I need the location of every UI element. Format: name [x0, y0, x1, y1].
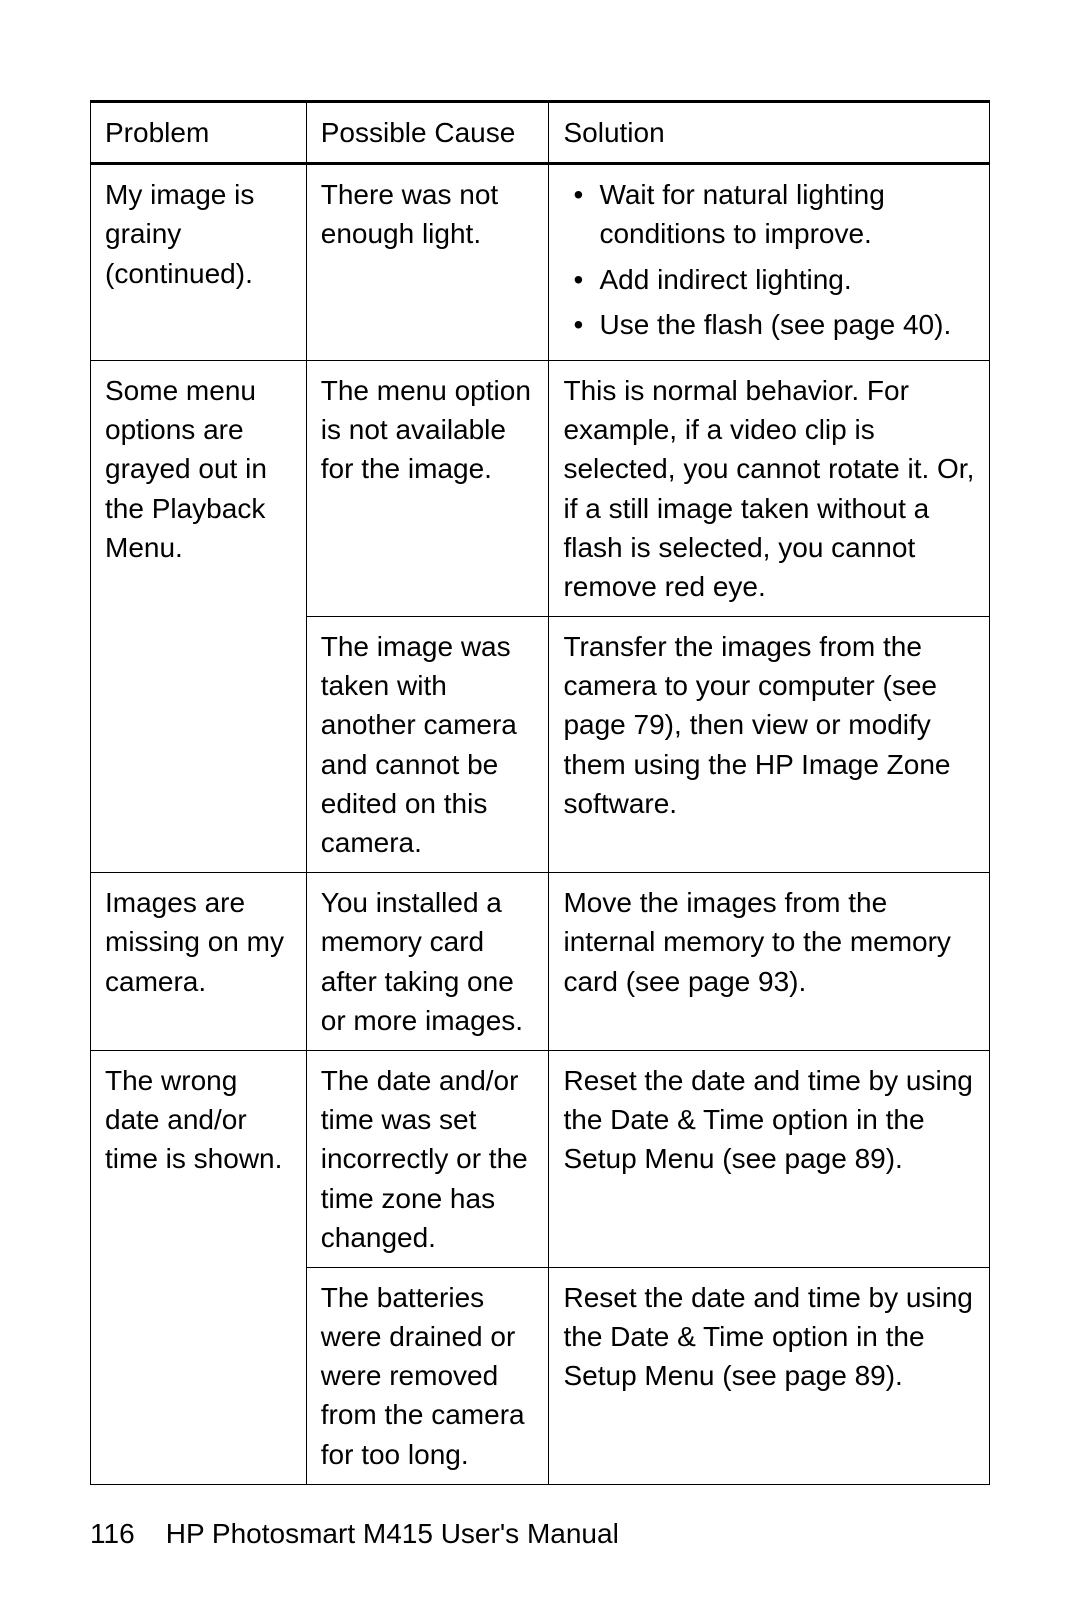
- problem-cell: The wrong date and/or time is shown.: [91, 1050, 307, 1484]
- cause-cell: The menu option is not available for the…: [306, 360, 549, 616]
- cause-cell: You installed a memory card after taking…: [306, 873, 549, 1051]
- table-row: Some menu options are grayed out in the …: [91, 360, 990, 616]
- solution-item: Wait for natural lighting conditions to …: [563, 175, 975, 253]
- solution-item: Use the flash (see page 40).: [563, 305, 975, 344]
- sol-mid: option in the: [764, 1104, 924, 1135]
- problem-cell: My image is grainy (continued).: [91, 164, 307, 361]
- table-row: My image is grainy (continued). There wa…: [91, 164, 990, 361]
- sol-b2: Setup Menu: [563, 1143, 714, 1174]
- cause-cell: There was not enough light.: [306, 164, 549, 361]
- problem-bold: The wrong date and/or time is shown.: [105, 1065, 282, 1174]
- solution-cell: This is normal behavior. For example, if…: [549, 360, 990, 616]
- solution-cell: Wait for natural lighting conditions to …: [549, 164, 990, 361]
- sol-mid: option in the: [764, 1321, 924, 1352]
- cause-cell: The batteries were drained or were remov…: [306, 1267, 549, 1484]
- solution-cell: Reset the date and time by using the Dat…: [549, 1267, 990, 1484]
- page-footer: 116 HP Photosmart M415 User's Manual: [90, 1518, 619, 1550]
- cause-cell: The date and/or time was set incorrectly…: [306, 1050, 549, 1267]
- problem-bold: Images are missing on my camera.: [105, 887, 284, 996]
- table-row: The wrong date and/or time is shown. The…: [91, 1050, 990, 1267]
- cause-cell: The image was taken with another camera …: [306, 617, 549, 873]
- table-header-row: Problem Possible Cause Solution: [91, 102, 990, 164]
- sol-b1: Date & Time: [610, 1104, 764, 1135]
- problem-bold: My image is grainy: [105, 179, 254, 249]
- solution-list: Wait for natural lighting conditions to …: [563, 175, 975, 344]
- solution-item: Add indirect lighting.: [563, 260, 975, 299]
- manual-title: HP Photosmart M415 User's Manual: [166, 1518, 619, 1549]
- header-solution: Solution: [549, 102, 990, 164]
- problem-bold: Some menu options are grayed out in the …: [105, 375, 267, 563]
- solution-cell: Reset the date and time by using the Dat…: [549, 1050, 990, 1267]
- solution-cell: Transfer the images from the camera to y…: [549, 617, 990, 873]
- page-number: 116: [90, 1518, 135, 1549]
- sol-post: (see page 89).: [714, 1143, 902, 1174]
- problem-cell: Some menu options are grayed out in the …: [91, 360, 307, 872]
- troubleshooting-table: Problem Possible Cause Solution My image…: [90, 100, 990, 1485]
- sol-b2: Setup Menu: [563, 1360, 714, 1391]
- sol-post: (see page 89).: [714, 1360, 902, 1391]
- problem-cell: Images are missing on my camera.: [91, 873, 307, 1051]
- sol-b1: Date & Time: [610, 1321, 764, 1352]
- header-problem: Problem: [91, 102, 307, 164]
- table-row: Images are missing on my camera. You ins…: [91, 873, 990, 1051]
- problem-rest: (continued).: [105, 258, 253, 289]
- solution-cell: Move the images from the internal memory…: [549, 873, 990, 1051]
- header-cause: Possible Cause: [306, 102, 549, 164]
